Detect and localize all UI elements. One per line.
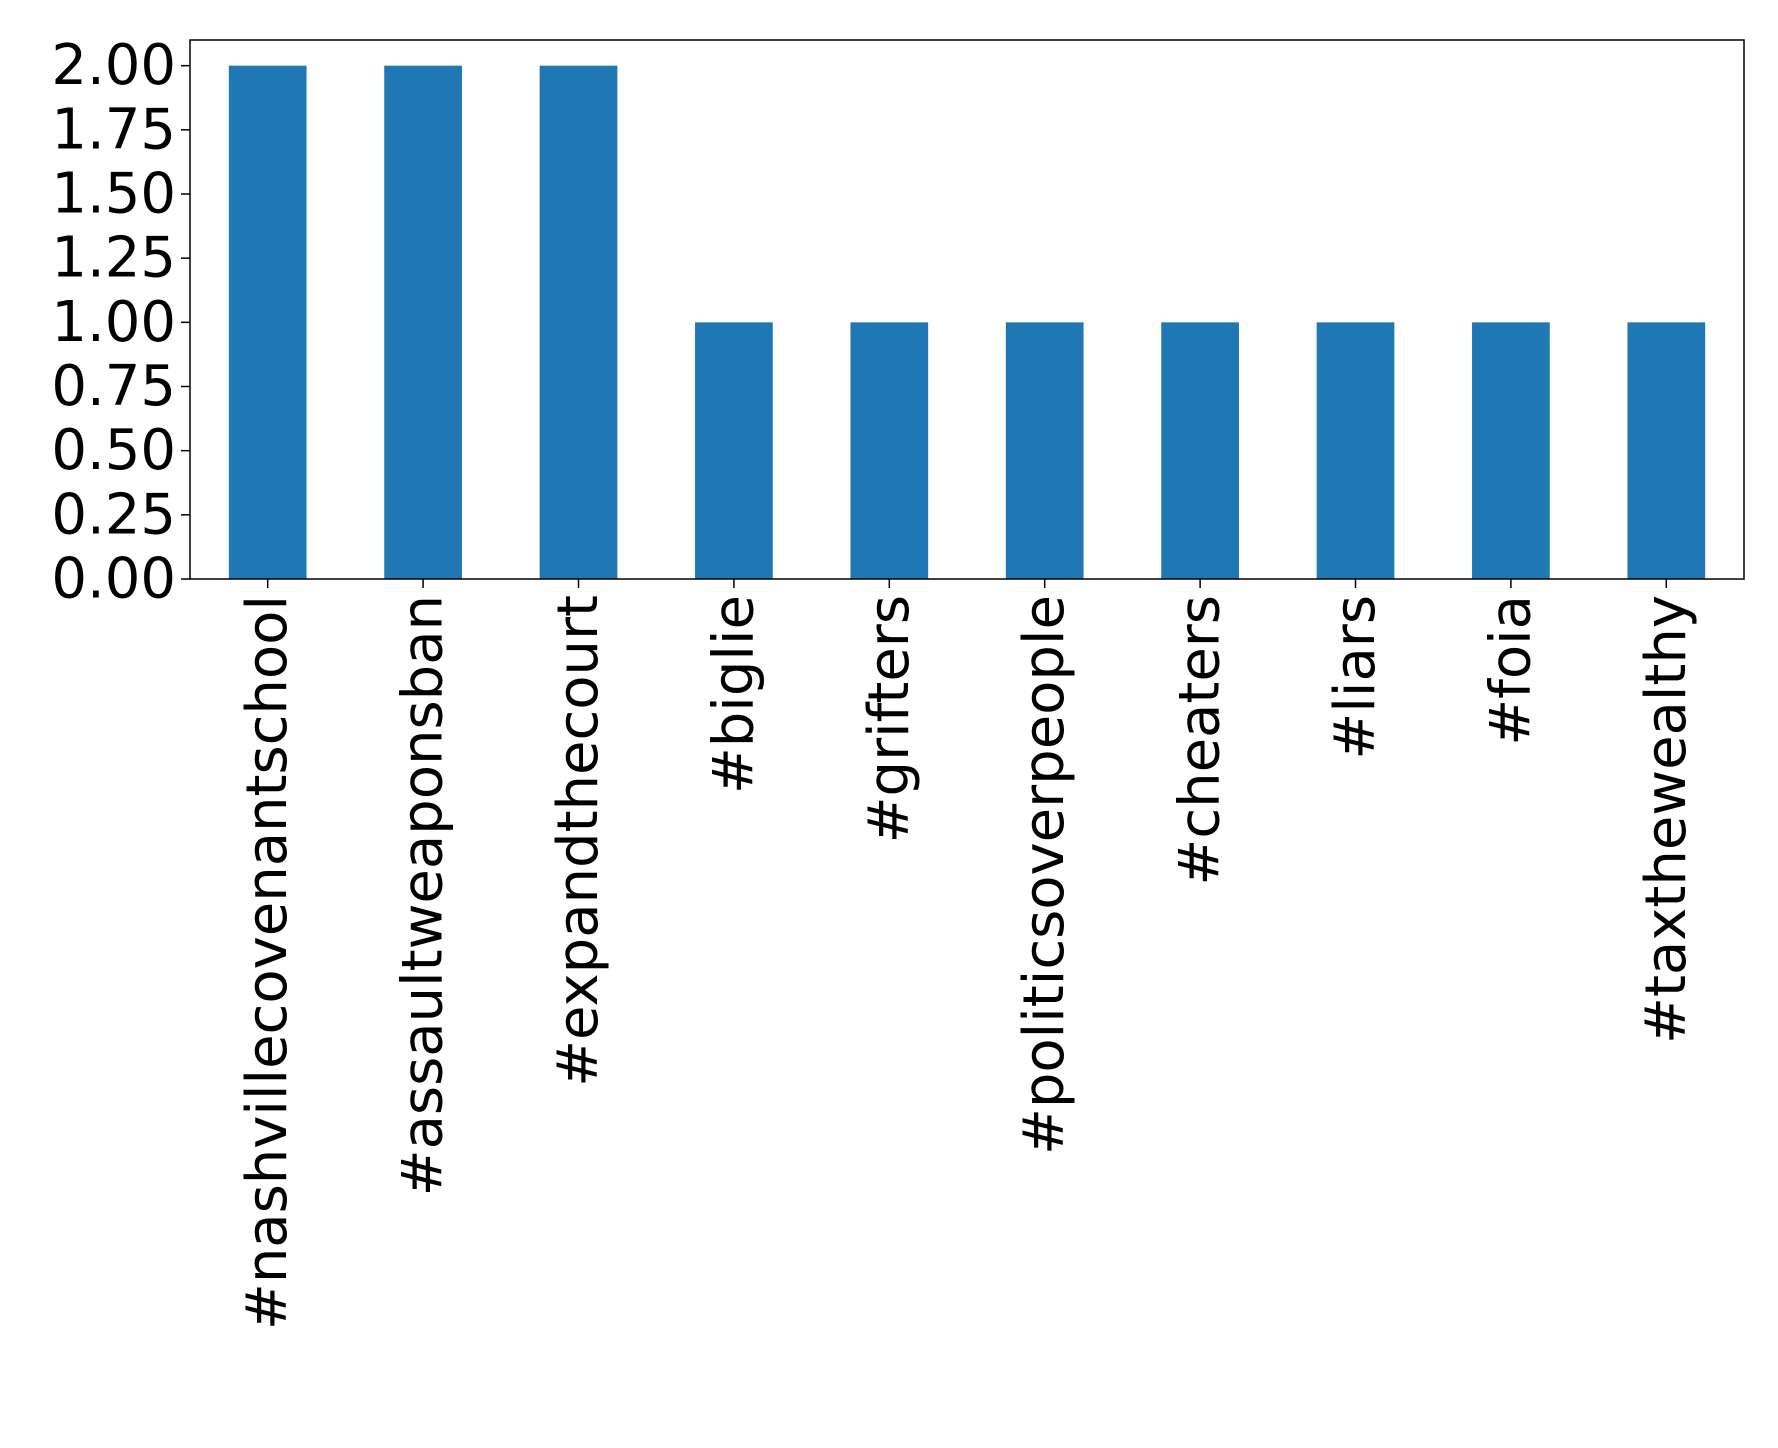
bar-3 xyxy=(695,322,773,579)
bar-2 xyxy=(539,65,618,580)
x-tick-label: #liars xyxy=(1323,595,1388,760)
bar-5 xyxy=(1005,322,1084,579)
x-tick-label: #expandthecourt xyxy=(546,595,611,1087)
x-tick-label: #politicsoverpeople xyxy=(1012,595,1077,1155)
bar-9 xyxy=(1627,322,1706,579)
bar-8 xyxy=(1472,322,1550,579)
x-tick-label: #cheaters xyxy=(1168,595,1233,886)
bar-6 xyxy=(1161,322,1239,579)
y-tick-label: 1.25 xyxy=(51,226,176,291)
x-tick-label: #biglie xyxy=(701,595,766,794)
y-tick-label: 1.75 xyxy=(51,97,176,162)
y-tick-label: 0.00 xyxy=(51,547,176,612)
y-tick-label: 0.50 xyxy=(51,418,176,483)
bar-1 xyxy=(384,65,462,580)
x-tick-label: #assaultweaponsban xyxy=(391,595,456,1196)
y-tick-label: 0.25 xyxy=(51,482,176,547)
y-tick-label: 0.75 xyxy=(51,354,176,419)
plot-area-frame xyxy=(189,39,1745,580)
bar-7 xyxy=(1316,322,1395,579)
bar-4 xyxy=(850,322,929,579)
x-tick-label: #foia xyxy=(1478,595,1543,746)
x-axis: #nashvillecovenantschool #assaultweaponsb… xyxy=(235,579,1699,1330)
y-tick-label: 2.00 xyxy=(51,33,176,98)
bar-0 xyxy=(228,65,307,580)
y-tick-label: 1.50 xyxy=(51,162,176,227)
x-tick-label: #grifters xyxy=(857,595,922,843)
x-tick-label: #taxthewealthy xyxy=(1634,595,1699,1044)
x-tick-label: #nashvillecovenantschool xyxy=(235,595,300,1330)
bars-group xyxy=(228,65,1706,580)
y-tick-label: 1.00 xyxy=(51,290,176,355)
y-axis: 0.000.250.500.751.001.251.501.752.00 xyxy=(51,33,190,612)
